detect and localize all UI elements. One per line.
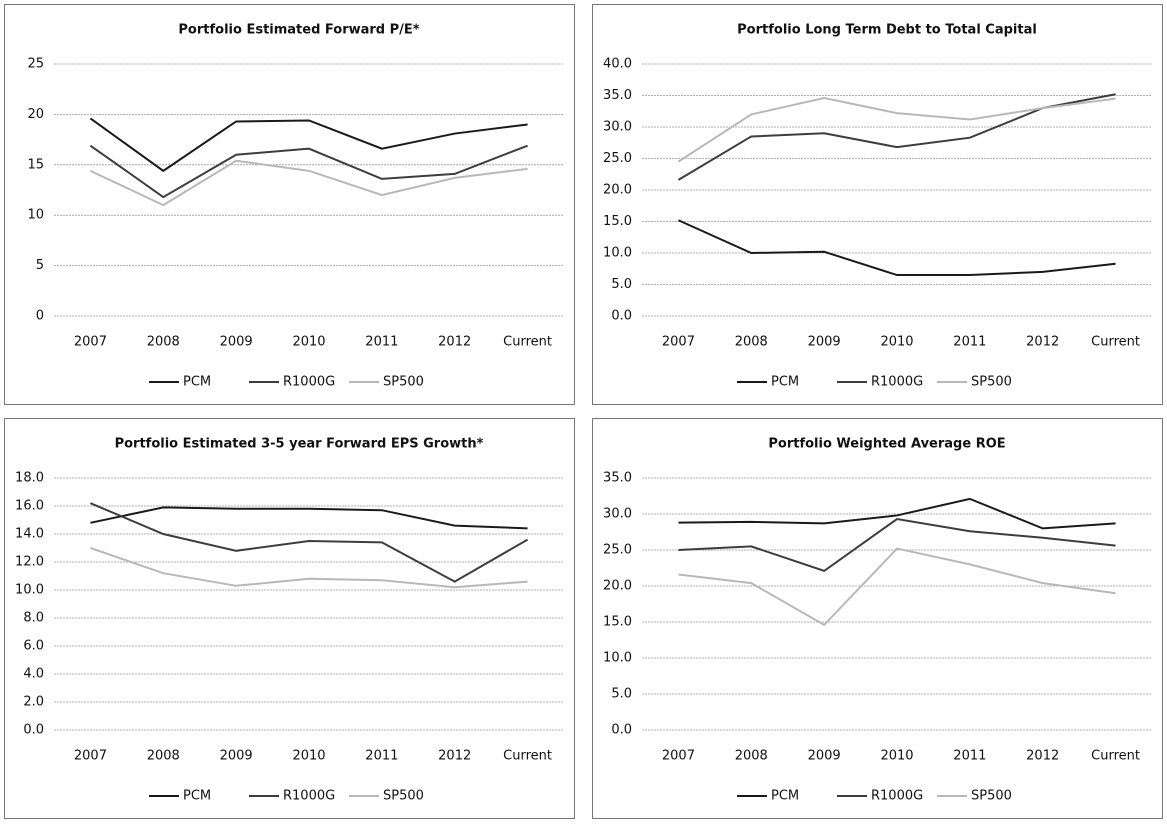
x-tick-label: Current xyxy=(1091,335,1140,350)
x-tick-label: 2011 xyxy=(953,335,986,350)
y-tick-label: 20.0 xyxy=(603,183,632,198)
x-tick-label: 2011 xyxy=(365,335,398,350)
x-tick-label: 2010 xyxy=(880,749,913,764)
y-tick-label: 20.0 xyxy=(603,579,632,594)
y-tick-label: 0 xyxy=(36,309,44,324)
y-tick-label: 18.0 xyxy=(15,471,44,486)
x-tick-label: 2012 xyxy=(438,335,471,350)
legend-label: PCM xyxy=(771,375,799,390)
chart-title: Portfolio Long Term Debt to Total Capita… xyxy=(737,23,1037,38)
series-line xyxy=(678,219,1116,277)
y-tick-label: 30.0 xyxy=(603,507,632,522)
legend-label: SP500 xyxy=(383,375,424,390)
x-tick-label: Current xyxy=(503,749,552,764)
y-tick-label: 10.0 xyxy=(603,246,632,261)
series-line xyxy=(678,547,1116,627)
legend-label: R1000G xyxy=(871,375,923,390)
y-tick-label: 15 xyxy=(27,157,44,172)
legend-label: PCM xyxy=(183,375,211,390)
legend-label: PCM xyxy=(771,789,799,804)
y-tick-label: 5.0 xyxy=(611,277,632,292)
series-line xyxy=(90,502,529,583)
legend-label: R1000G xyxy=(283,375,335,390)
x-tick-label: 2011 xyxy=(365,749,398,764)
series-line xyxy=(89,117,528,173)
series-line xyxy=(678,497,1116,530)
y-tick-label: 10 xyxy=(27,208,44,223)
chart-title: Portfolio Weighted Average ROE xyxy=(768,437,1005,452)
x-tick-label: 2010 xyxy=(292,335,325,350)
y-tick-label: 6.0 xyxy=(23,639,44,654)
y-tick-label: 40.0 xyxy=(603,57,632,72)
y-tick-label: 0.0 xyxy=(23,723,44,738)
y-tick-label: 8.0 xyxy=(23,611,44,626)
y-tick-label: 25.0 xyxy=(603,543,632,558)
x-tick-label: 2012 xyxy=(1026,335,1059,350)
panel xyxy=(4,418,575,819)
x-tick-label: 2009 xyxy=(808,749,841,764)
x-tick-label: Current xyxy=(1091,749,1140,764)
y-tick-label: 5.0 xyxy=(611,687,632,702)
y-tick-label: 5 xyxy=(36,258,44,273)
x-tick-label: 2009 xyxy=(808,335,841,350)
series-line xyxy=(90,506,528,530)
y-tick-label: 15.0 xyxy=(603,615,632,630)
x-tick-label: 2012 xyxy=(438,749,471,764)
x-tick-label: 2010 xyxy=(880,335,913,350)
y-tick-label: 10.0 xyxy=(603,651,632,666)
series-line xyxy=(677,96,1116,163)
x-tick-label: 2007 xyxy=(74,335,107,350)
y-tick-label: 30.0 xyxy=(603,120,632,135)
x-tick-label: 2007 xyxy=(662,335,695,350)
panel xyxy=(592,418,1163,819)
y-tick-label: 0.0 xyxy=(611,723,632,738)
y-tick-label: 2.0 xyxy=(23,695,44,710)
y-tick-label: 12.0 xyxy=(15,555,44,570)
x-tick-label: 2012 xyxy=(1026,749,1059,764)
x-tick-label: 2008 xyxy=(147,749,180,764)
y-tick-label: 25 xyxy=(27,57,44,72)
x-tick-label: 2009 xyxy=(220,749,253,764)
legend-label: PCM xyxy=(183,789,211,804)
y-tick-label: 20 xyxy=(27,107,44,122)
x-tick-label: 2009 xyxy=(220,335,253,350)
series-line xyxy=(90,159,528,207)
panel xyxy=(592,4,1163,405)
x-tick-label: 2010 xyxy=(292,749,325,764)
series-line xyxy=(89,144,528,199)
legend-label: R1000G xyxy=(283,789,335,804)
x-tick-label: 2007 xyxy=(662,749,695,764)
y-tick-label: 0.0 xyxy=(611,309,632,324)
x-tick-label: 2008 xyxy=(735,335,768,350)
series-line xyxy=(90,547,528,589)
y-tick-label: 16.0 xyxy=(15,499,44,514)
y-tick-label: 14.0 xyxy=(15,527,44,542)
y-tick-label: 25.0 xyxy=(603,151,632,166)
chart-title: Portfolio Estimated Forward P/E* xyxy=(178,23,419,38)
series-line xyxy=(678,517,1116,572)
y-tick-label: 4.0 xyxy=(23,667,44,682)
x-tick-label: Current xyxy=(503,335,552,350)
y-tick-label: 35.0 xyxy=(603,471,632,486)
legend-label: SP500 xyxy=(971,375,1012,390)
legend-label: R1000G xyxy=(871,789,923,804)
y-tick-label: 10.0 xyxy=(15,583,44,598)
x-tick-label: 2008 xyxy=(147,335,180,350)
x-tick-label: 2011 xyxy=(953,749,986,764)
legend-label: SP500 xyxy=(971,789,1012,804)
chart-title: Portfolio Estimated 3-5 year Forward EPS… xyxy=(115,437,484,452)
x-tick-label: 2008 xyxy=(735,749,768,764)
y-tick-label: 35.0 xyxy=(603,88,632,103)
y-tick-label: 15.0 xyxy=(603,214,632,229)
x-tick-label: 2007 xyxy=(74,749,107,764)
panel xyxy=(4,4,575,405)
legend-label: SP500 xyxy=(383,789,424,804)
